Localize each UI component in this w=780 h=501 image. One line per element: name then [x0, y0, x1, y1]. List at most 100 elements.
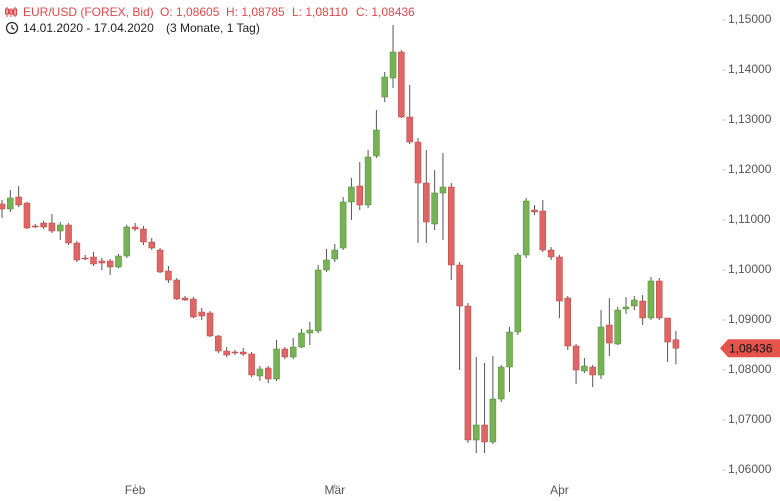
y-tick-label: 1,07000: [728, 412, 772, 426]
candle-body: [647, 280, 655, 319]
y-tick-label: 1,08000: [728, 362, 772, 376]
candle-body: [289, 346, 297, 358]
candle-body: [48, 222, 56, 232]
y-tick-label: 1,06000: [728, 462, 772, 476]
candle-body: [423, 182, 430, 223]
y-tick-label: 1,11000: [728, 212, 771, 226]
candle-body: [7, 197, 14, 210]
candle-body: [90, 256, 97, 265]
candle-body: [514, 254, 522, 333]
candle-body: [306, 329, 314, 334]
candle-body: [223, 350, 230, 356]
candle-body: [156, 249, 164, 273]
candle-body: [173, 279, 180, 300]
ohlc-low: L: 1,08110: [292, 5, 348, 19]
candle-body: [15, 196, 22, 206]
candle-body: [231, 351, 239, 354]
last-price-label: 1,08436: [729, 341, 773, 355]
candle-body: [572, 345, 580, 371]
candle-body: [448, 186, 455, 266]
candle-body: [323, 259, 330, 271]
date-range: 14.01.2020 - 17.04.2020: [23, 21, 154, 35]
ohlc-high: H: 1,08785: [226, 5, 285, 19]
candle-body: [248, 353, 255, 376]
candle-body: [123, 226, 131, 257]
candle-body: [331, 249, 339, 260]
candle-body: [614, 309, 621, 345]
candle-body: [597, 326, 605, 376]
candle-body: [506, 331, 513, 368]
candle-body: [65, 224, 72, 244]
last-price-marker: [720, 339, 780, 358]
candle-body: [181, 297, 189, 301]
candle-body: [348, 186, 355, 203]
candle-body: [281, 348, 289, 358]
y-tick-label: 1,09000: [728, 312, 772, 326]
candle-body: [115, 255, 122, 268]
y-tick-label: 1,14000: [728, 62, 772, 76]
candle-icon: [5, 7, 17, 17]
candle-body: [32, 225, 39, 228]
candle-body: [522, 200, 530, 256]
candle-body: [165, 270, 172, 281]
candle-body: [256, 368, 264, 377]
instrument-title: EUR/USD (FOREX, Bid): [23, 5, 154, 19]
candle-body: [406, 116, 413, 143]
candle-body: [547, 249, 555, 258]
candle-body: [0, 203, 6, 210]
candle-body: [56, 224, 64, 232]
candle-body: [356, 185, 364, 206]
candle-body: [639, 300, 646, 319]
candle-body: [497, 366, 505, 400]
candle-body: [398, 51, 405, 118]
candle-body: [264, 367, 272, 380]
candle-body: [581, 365, 588, 372]
y-tick-label: 1,10000: [728, 262, 772, 276]
candle-body: [339, 201, 347, 249]
period: (3 Monate, 1 Tag): [166, 21, 260, 35]
candle-body: [556, 256, 563, 302]
candle-body: [215, 335, 222, 352]
candle-body: [656, 280, 663, 319]
x-tick-label: Apr: [550, 483, 569, 497]
candle-body: [206, 312, 214, 337]
clock-icon: [5, 21, 19, 35]
candle-body: [489, 398, 497, 443]
candle-body: [364, 156, 372, 206]
candle-body: [631, 299, 638, 307]
candle-body: [389, 51, 397, 79]
candle-body: [539, 210, 547, 251]
candle-body: [456, 264, 463, 307]
candle-body: [148, 241, 156, 249]
x-tick-label: Feb: [125, 483, 146, 497]
y-tick-label: 1,12000: [728, 162, 772, 176]
candle-body: [622, 306, 630, 310]
y-tick-label: 1,13000: [728, 112, 772, 126]
candle-body: [381, 76, 388, 98]
candle-body: [481, 424, 488, 443]
candle-body: [564, 297, 572, 347]
candle-body: [464, 305, 472, 441]
candle-body: [106, 260, 114, 268]
y-tick-label: 1,15000: [728, 12, 772, 26]
candle-body: [606, 324, 613, 344]
candle-body: [81, 257, 89, 260]
ohlc-close: C: 1,08436: [356, 5, 415, 19]
candle-body: [373, 129, 380, 157]
candle-body: [190, 298, 197, 318]
candle-body: [298, 332, 305, 348]
candle-body: [198, 311, 205, 317]
x-tick-label: Mär: [324, 483, 345, 497]
candle-body: [531, 209, 538, 213]
candle-body: [240, 351, 247, 355]
candle-body: [73, 242, 81, 261]
candle-body: [98, 260, 106, 264]
candle-body: [439, 186, 447, 194]
candle-body: [472, 424, 480, 441]
candle-body: [414, 141, 422, 184]
candle-body: [273, 348, 280, 380]
candle-body: [589, 366, 596, 376]
candle-body: [672, 339, 680, 349]
candle-body: [23, 202, 31, 229]
